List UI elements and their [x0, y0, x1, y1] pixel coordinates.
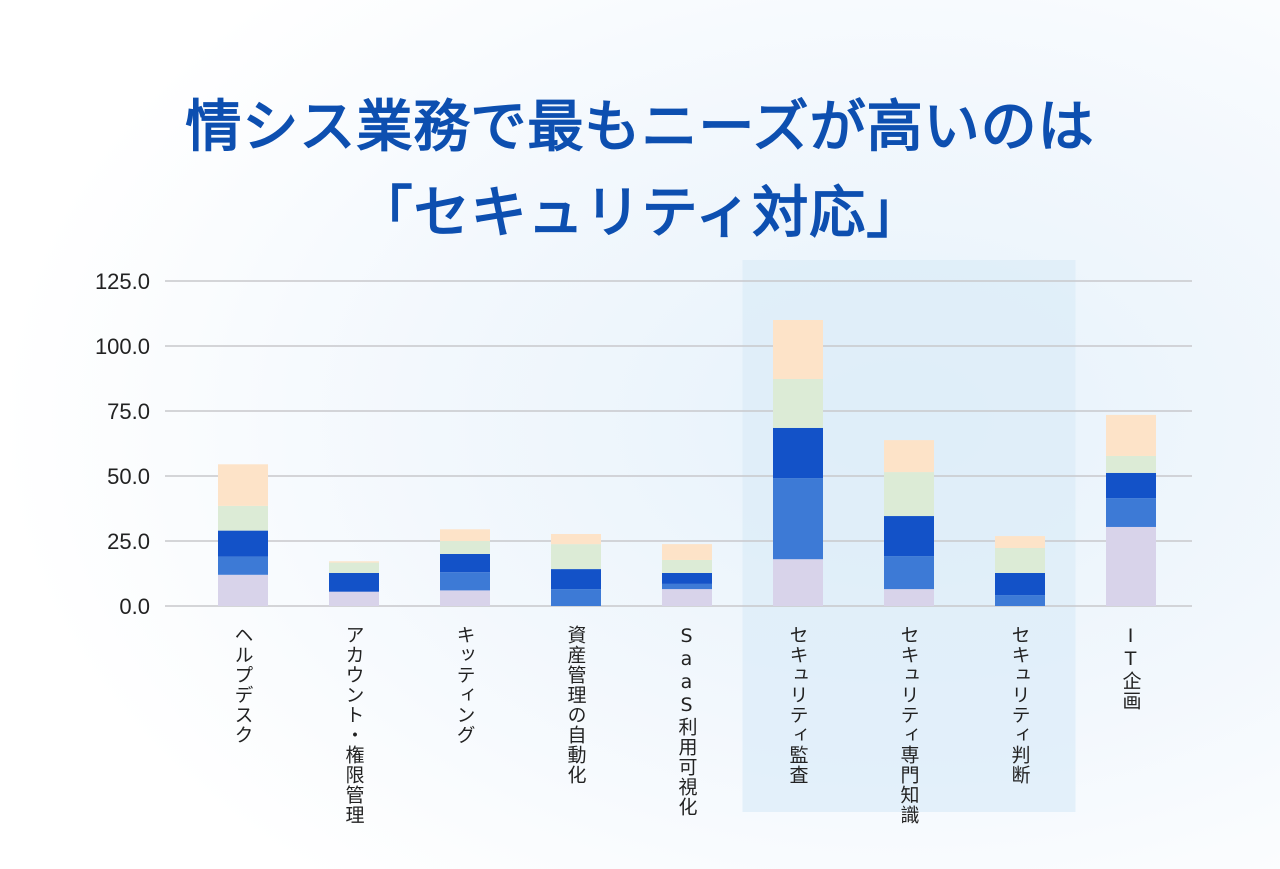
bar-segment-8-3	[1106, 455, 1156, 473]
x-tick-label: セキュリティ監査	[786, 625, 809, 785]
bar-segment-8-0	[1106, 526, 1156, 606]
bar-segment-7-1	[995, 595, 1045, 606]
bar-segment-4-0	[662, 589, 712, 606]
bar-segment-7-2	[995, 572, 1045, 596]
bar-segment-0-2	[218, 530, 268, 557]
y-tick-label: 0.0	[119, 594, 150, 619]
x-tick-label: キッティング	[453, 625, 476, 745]
y-tick-label: 125.0	[95, 269, 150, 294]
bar-segment-0-1	[218, 556, 268, 575]
bar-segment-5-1	[773, 478, 823, 560]
bar-segment-7-4	[995, 536, 1045, 549]
bar-segment-2-2	[440, 554, 490, 573]
y-tick-label: 50.0	[107, 464, 150, 489]
bar-segment-0-0	[218, 574, 268, 606]
bar-segment-8-4	[1106, 414, 1156, 456]
bar-segment-6-1	[884, 556, 934, 590]
bar-segment-3-2	[551, 569, 601, 590]
bar-segment-3-1	[551, 589, 601, 606]
bar-segment-1-3	[329, 562, 379, 573]
bar-segment-3-3	[551, 544, 601, 570]
bar-segment-3-4	[551, 533, 601, 545]
y-tick-label: 25.0	[107, 529, 150, 554]
bar-segment-5-0	[773, 559, 823, 606]
x-tick-label: セキュリティ判断	[1008, 625, 1031, 785]
bar-segment-0-3	[218, 505, 268, 531]
bar-segment-4-1	[662, 583, 712, 590]
bar-segment-1-2	[329, 572, 379, 592]
bar-segment-5-4	[773, 320, 823, 380]
x-tick-label: ヘルプデスク	[231, 625, 254, 745]
bar-segment-2-4	[440, 529, 490, 541]
bar-segment-4-4	[662, 544, 712, 560]
bar-segment-0-4	[218, 464, 268, 506]
y-tick-label: 75.0	[107, 399, 150, 424]
x-tick-label: IT企画	[1119, 625, 1142, 711]
bar-segment-4-2	[662, 572, 712, 584]
bar-segment-6-0	[884, 589, 934, 606]
x-tick-label: アカウント・権限管理	[342, 625, 365, 825]
bar-segment-2-3	[440, 541, 490, 554]
bar-segment-8-2	[1106, 472, 1156, 499]
bar-segment-6-4	[884, 440, 934, 473]
bar-segment-1-4	[329, 561, 379, 563]
bar-segment-7-3	[995, 548, 1045, 573]
x-tick-label: 資産管理の自動化	[564, 625, 587, 785]
bar-segment-2-1	[440, 572, 490, 591]
bar-segment-5-2	[773, 427, 823, 479]
x-tick-label: SaaS利用可視化	[675, 625, 698, 817]
y-tick-label: 100.0	[95, 334, 150, 359]
chart-title-line1: 情シス業務で最もニーズが高いのは	[185, 95, 1095, 160]
bar-segment-5-3	[773, 379, 823, 428]
bar-segment-6-2	[884, 516, 934, 557]
chart-title-line2: 「セキュリティ対応」	[356, 181, 924, 246]
bar-segment-1-0	[329, 591, 379, 606]
bar-segment-8-1	[1106, 498, 1156, 527]
bar-segment-6-3	[884, 472, 934, 517]
bar-segment-4-3	[662, 559, 712, 573]
bar-segment-2-0	[440, 590, 490, 606]
x-tick-label: セキュリティ専門知識	[897, 625, 920, 825]
